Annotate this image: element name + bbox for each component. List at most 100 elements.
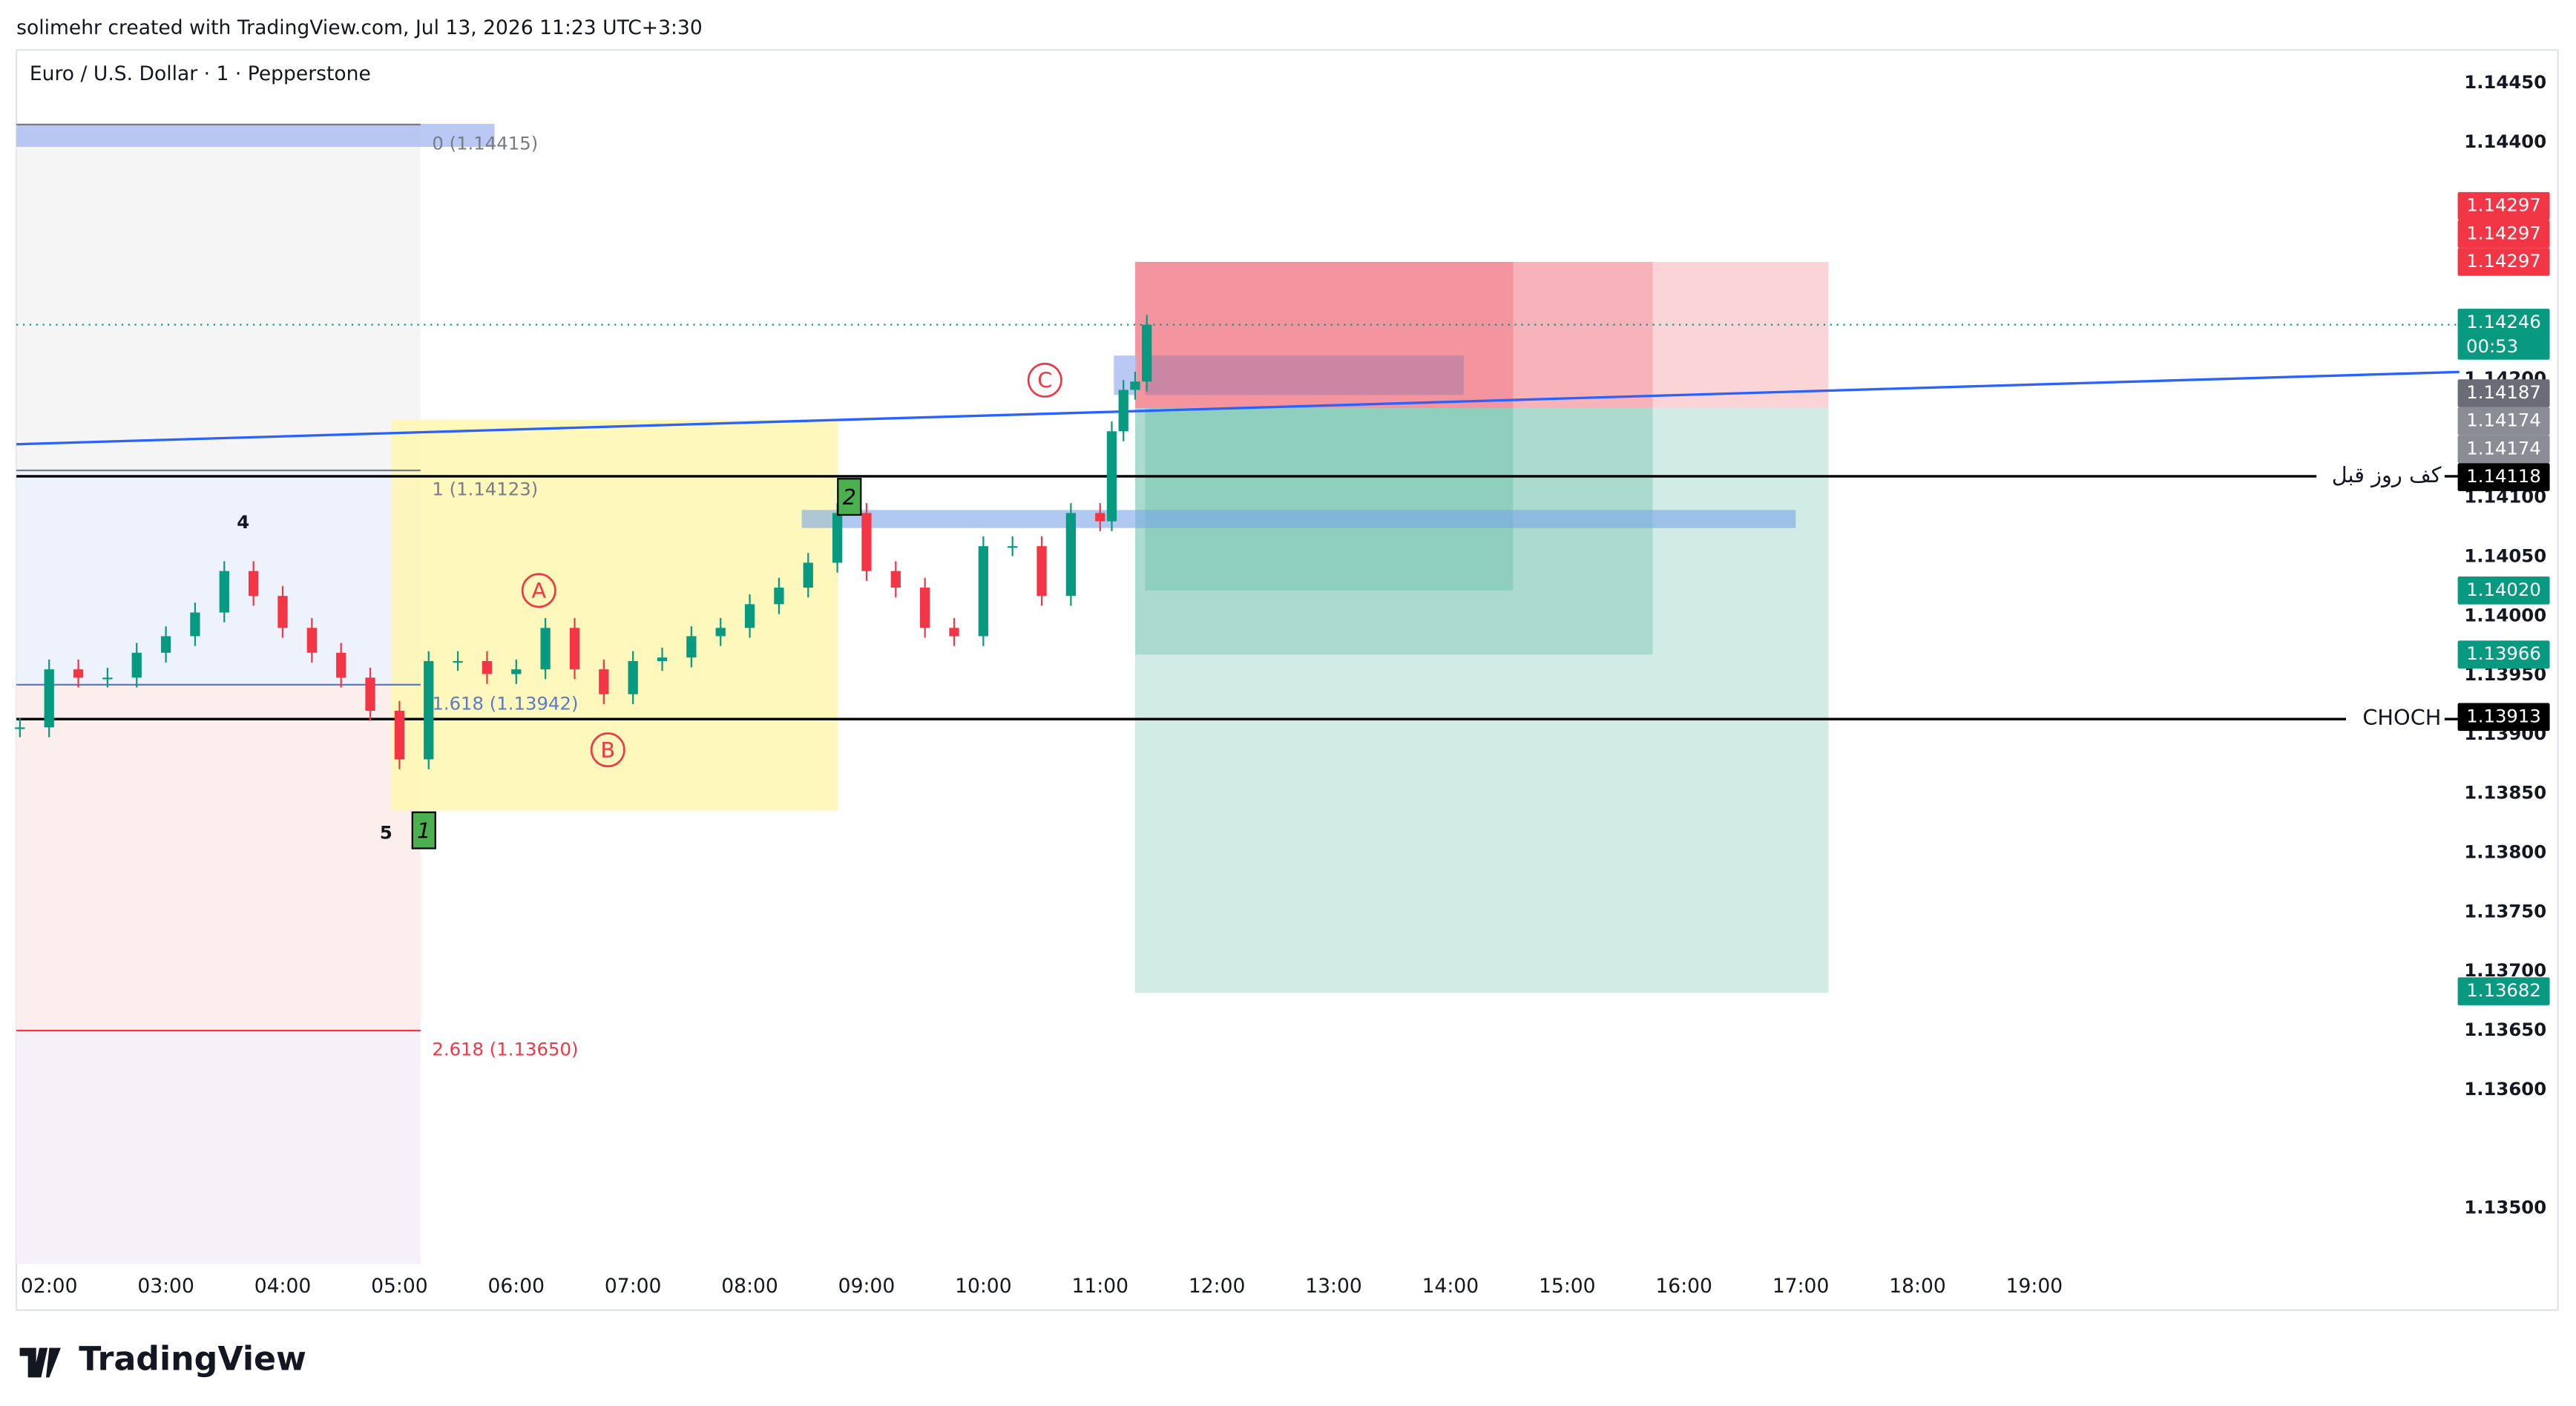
x-tick-label: 04:00 xyxy=(254,1275,312,1298)
wave-label: 2 xyxy=(843,484,856,510)
candle-body xyxy=(365,677,375,712)
price-tag-label: 1.13913 xyxy=(2466,705,2541,726)
wave-circle xyxy=(590,732,625,768)
target-zone xyxy=(1145,408,1514,591)
target-zone xyxy=(1135,408,1829,993)
candle-body xyxy=(1106,431,1117,522)
x-tick-label: 02:00 xyxy=(21,1275,78,1298)
candle-body xyxy=(540,628,551,670)
price-tag-label: 1.13682 xyxy=(2466,979,2541,1001)
order-block xyxy=(16,123,495,147)
price-tag-label: 1.14297 xyxy=(2466,250,2541,272)
fib-zone xyxy=(16,684,421,1031)
price-tag xyxy=(2457,977,2550,1005)
candle-body xyxy=(102,677,113,680)
x-tick-label: 17:00 xyxy=(1772,1275,1830,1298)
header: solimehr created with TradingView.com, J… xyxy=(16,16,703,39)
price-tag xyxy=(2457,703,2550,732)
level-label: کف روز قبل xyxy=(2332,462,2442,487)
y-tick-label: 1.13800 xyxy=(2464,841,2546,863)
fib-label: 1 (1.14123) xyxy=(432,479,538,500)
wave-label: B xyxy=(600,738,615,763)
candle-body xyxy=(1065,513,1077,597)
x-tick-label: 09:00 xyxy=(838,1275,896,1298)
candle-body xyxy=(160,636,171,653)
price-tag xyxy=(2457,435,2550,464)
fib-label: 1.618 (1.13942) xyxy=(432,692,578,714)
x-tick-label: 12:00 xyxy=(1189,1275,1246,1298)
order-block xyxy=(801,510,1796,528)
wave-label: 4 xyxy=(237,511,249,533)
x-tick-label: 07:00 xyxy=(605,1275,662,1298)
candle-body xyxy=(832,513,843,563)
price-tag xyxy=(2457,379,2550,407)
fib-zone xyxy=(16,123,421,471)
position-tool xyxy=(1114,261,1829,993)
candle-body xyxy=(657,657,668,661)
candle-body xyxy=(424,660,434,760)
candle-body xyxy=(15,727,25,729)
wave-box xyxy=(837,478,862,516)
candle-body xyxy=(803,562,813,588)
price-tag xyxy=(2457,463,2550,491)
wave-label: C xyxy=(1037,368,1052,393)
wave-label: 5 xyxy=(380,822,392,844)
y-tick-label: 1.13500 xyxy=(2464,1196,2546,1218)
fib-label: 0 (1.14415) xyxy=(432,132,538,154)
price-tag-label: 1.14297 xyxy=(2466,222,2541,243)
fib-zone xyxy=(16,470,421,685)
x-tick-label: 14:00 xyxy=(1422,1275,1479,1298)
logo-mark xyxy=(19,1347,61,1378)
price-tag-label: 1.14246 xyxy=(2466,311,2541,332)
candle-body xyxy=(306,628,317,653)
candle-body xyxy=(453,660,463,663)
price-tag-label: 1.14187 xyxy=(2466,381,2541,403)
candle-body xyxy=(1130,381,1140,390)
logo: TradingView xyxy=(19,1340,306,1378)
price-tag-label: 1.13966 xyxy=(2466,643,2541,664)
candle-body xyxy=(394,711,405,760)
candle-body xyxy=(774,587,784,605)
target-zone xyxy=(1135,408,1653,655)
candle-body xyxy=(890,571,901,588)
x-tick-label: 03:00 xyxy=(137,1275,194,1298)
price-tag xyxy=(2457,309,2550,360)
wave-label: A xyxy=(531,578,546,603)
price-tag xyxy=(2457,640,2550,668)
x-tick-label: 13:00 xyxy=(1305,1275,1362,1298)
y-tick-label: 1.13600 xyxy=(2464,1078,2546,1100)
wave-box xyxy=(391,419,838,811)
x-tick-label: 18:00 xyxy=(1889,1275,1946,1298)
price-tag xyxy=(2457,220,2550,249)
price-tag-label: 1.14174 xyxy=(2466,410,2541,431)
x-tick-label: 15:00 xyxy=(1539,1275,1596,1298)
candle-body xyxy=(249,571,259,597)
chart-title: Euro / U.S. Dollar · 1 · Pepperstone xyxy=(30,62,371,85)
fib-label: 2.618 (1.13650) xyxy=(432,1039,578,1060)
fib-zone xyxy=(16,1031,421,1264)
y-tick-label: 1.13850 xyxy=(2464,782,2546,804)
y-tick-label: 1.14400 xyxy=(2464,131,2546,152)
candle-body xyxy=(131,652,142,678)
logo-text: TradingView xyxy=(79,1340,306,1378)
x-tick-label: 05:00 xyxy=(371,1275,428,1298)
candle-body xyxy=(599,669,609,694)
candle-body xyxy=(1142,324,1152,382)
x-tick-label: 08:00 xyxy=(721,1275,778,1298)
price-tag xyxy=(2457,191,2550,220)
y-tick-label: 1.14000 xyxy=(2464,604,2546,625)
level-label: CHOCH xyxy=(2362,705,2441,730)
price-tag-label: 1.14020 xyxy=(2466,579,2541,600)
candle-body xyxy=(1095,513,1105,522)
candle-body xyxy=(949,628,959,637)
candle-body xyxy=(686,636,697,658)
wave-label: 1 xyxy=(417,818,430,843)
candle-body xyxy=(861,513,872,571)
price-tag-label: 1.14297 xyxy=(2466,194,2541,216)
x-tick-label: 16:00 xyxy=(1655,1275,1712,1298)
x-tick-label: 11:00 xyxy=(1071,1275,1128,1298)
candle-body xyxy=(569,628,580,670)
price-tag-countdown: 00:53 xyxy=(2466,335,2518,357)
y-tick-label: 1.13750 xyxy=(2464,900,2546,922)
